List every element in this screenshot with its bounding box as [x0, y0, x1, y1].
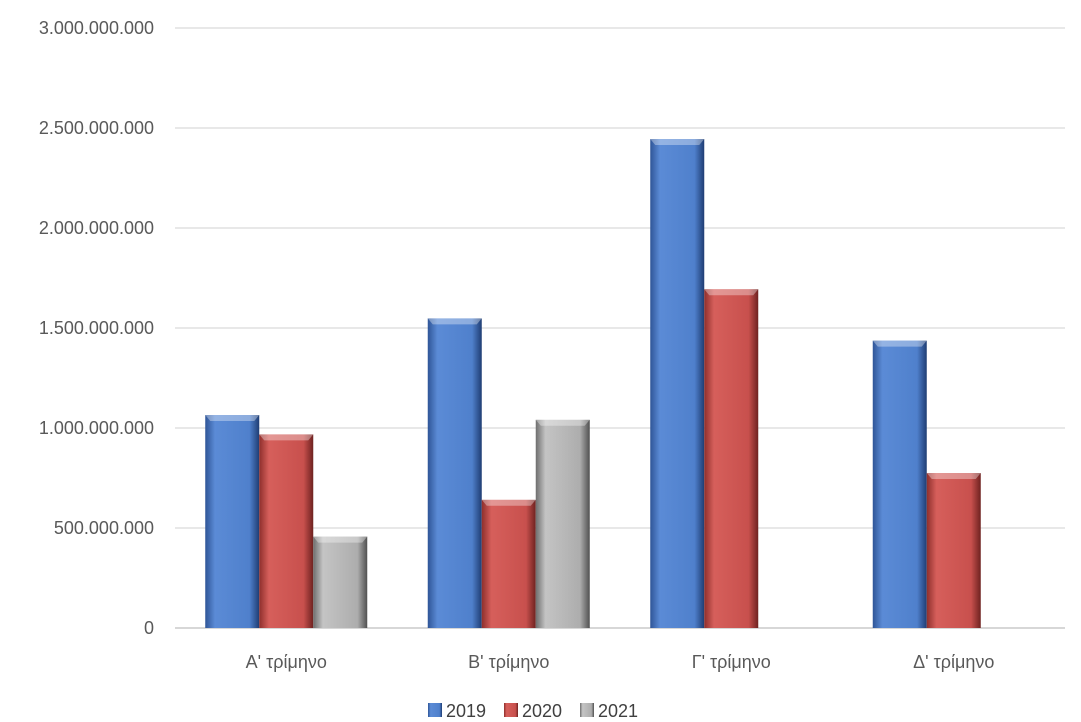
- y-axis-ticks: 0 500.000.000 1.000.000.000 1.500.000.000 2.…: [39, 18, 154, 638]
- bar-2019-2: [427, 318, 482, 628]
- bar-bevel: [259, 434, 314, 441]
- legend-label: 2021: [598, 701, 638, 721]
- x-tick-label: Γ' τρίμηνο: [692, 652, 771, 672]
- y-tick-label: 1.500.000.000: [39, 318, 154, 338]
- bar-body: [535, 419, 590, 628]
- bar-body: [704, 289, 759, 628]
- y-tick-label: 2.500.000.000: [39, 118, 154, 138]
- y-tick-label: 3.000.000.000: [39, 18, 154, 38]
- gridlines: [175, 27, 1065, 629]
- bar-bevel: [313, 536, 368, 543]
- bar-2019-3: [650, 139, 705, 628]
- bar-bevel: [650, 139, 705, 145]
- bar-2021-2: [535, 419, 590, 628]
- bar-body: [650, 139, 705, 628]
- x-axis-ticks: Α' τρίμηνο Β' τρίμηνο Γ' τρίμηνο Δ' τρίμηνο: [246, 652, 995, 672]
- x-tick-label: Α' τρίμηνο: [246, 652, 327, 672]
- bar-2020-3: [704, 289, 759, 628]
- bar-bevel: [481, 499, 536, 506]
- bar-bevel: [926, 473, 981, 479]
- legend-swatch: [428, 703, 442, 717]
- bar-2021-1: [313, 536, 368, 628]
- bar-bevel: [205, 415, 260, 421]
- y-tick-label: 1.000.000.000: [39, 418, 154, 438]
- legend: 2019 2020 2021: [428, 701, 638, 721]
- bar-body: [313, 536, 368, 628]
- legend-label: 2019: [446, 701, 486, 721]
- y-tick-label: 0: [144, 618, 154, 638]
- bar-body: [926, 473, 981, 628]
- bar-body: [427, 318, 482, 628]
- legend-item-2021: 2021: [580, 701, 638, 721]
- x-tick-label: Β' τρίμηνο: [468, 652, 549, 672]
- bar-bevel: [872, 340, 927, 347]
- bar-bevel: [427, 318, 482, 325]
- bar-2020-1: [259, 434, 314, 628]
- bar-body: [481, 499, 536, 628]
- y-tick-label: 500.000.000: [54, 518, 154, 538]
- legend-swatch: [504, 703, 518, 717]
- x-tick-label: Δ' τρίμηνο: [913, 652, 994, 672]
- bar-body: [872, 340, 927, 628]
- bar-2019-1: [205, 415, 260, 628]
- bar-bevel: [535, 419, 590, 426]
- bar-body: [205, 415, 260, 628]
- legend-item-2020: 2020: [504, 701, 562, 721]
- y-tick-label: 2.000.000.000: [39, 218, 154, 238]
- legend-label: 2020: [522, 701, 562, 721]
- bar-bevel: [704, 289, 759, 296]
- legend-item-2019: 2019: [428, 701, 486, 721]
- bar-body: [259, 434, 314, 628]
- bar-2020-2: [481, 499, 536, 628]
- bar-2020-4: [926, 473, 981, 628]
- bar-2019-4: [872, 340, 927, 628]
- legend-swatch: [580, 703, 594, 717]
- bars: [205, 139, 981, 628]
